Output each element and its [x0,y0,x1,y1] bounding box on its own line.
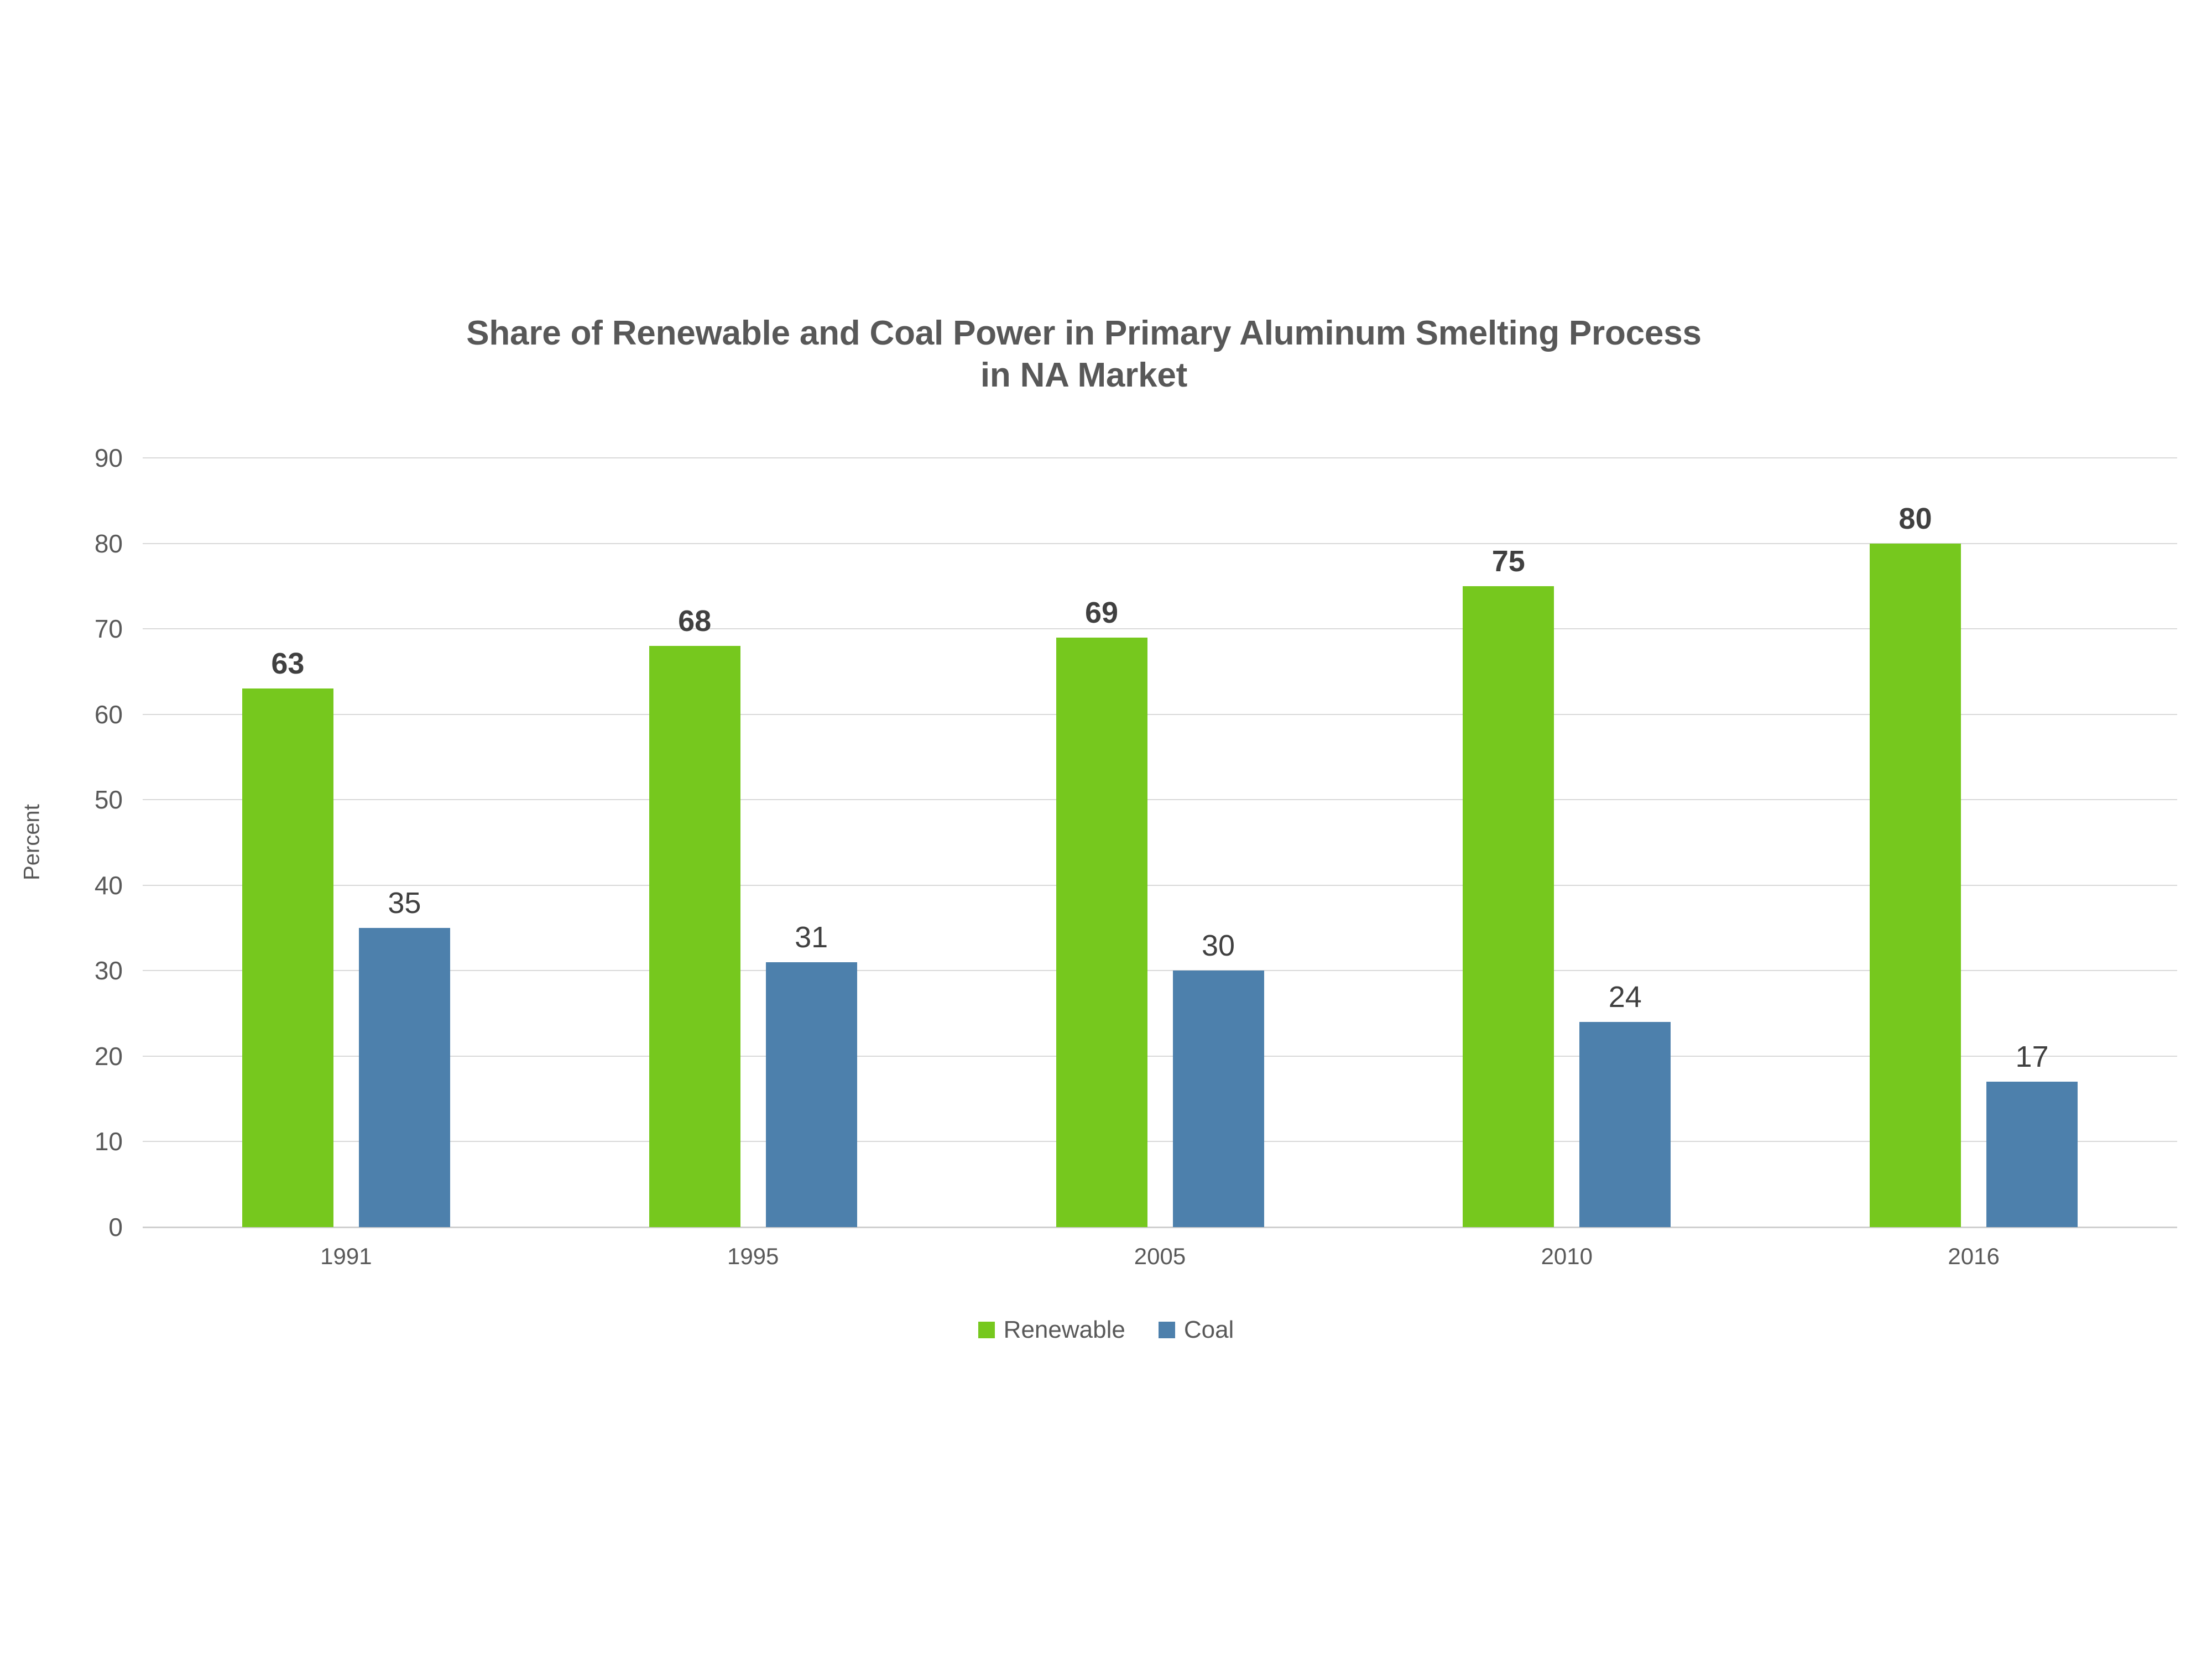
bar-value-label: 24 [1608,980,1642,1014]
legend-swatch-icon [1158,1322,1175,1338]
x-axis-category-1995: 1995 [727,1243,779,1269]
gridline [143,884,2177,886]
gridline [143,799,2177,801]
bar-coal-2005[interactable] [1172,971,1264,1227]
x-axis-category-2016: 2016 [1948,1243,2000,1269]
bar-renewable-1991[interactable] [242,688,333,1227]
chart-title-line-1: Share of Renewable and Coal Power in Pri… [466,314,1702,352]
bar-value-label: 75 [1491,544,1525,578]
bar-coal-2016[interactable] [1986,1082,2078,1227]
x-axis-category-2005: 2005 [1134,1243,1186,1269]
y-axis-tick-label: 50 [94,785,123,815]
bar-value-label: 80 [1898,502,1932,535]
y-axis-tick-label: 30 [94,956,123,985]
x-axis: 1991 1995 2005 2010 2016 [143,1243,2177,1282]
bar-renewable-2016[interactable] [1870,543,1961,1227]
x-axis-category-2010: 2010 [1541,1243,1593,1269]
bar-value-label: 30 [1201,929,1235,963]
gridline [143,1141,2177,1142]
bar-renewable-1995[interactable] [649,646,740,1227]
axis-baseline [143,1227,2177,1228]
legend-swatch-icon [978,1322,995,1338]
bar-renewable-2010[interactable] [1463,586,1554,1227]
y-axis-tick-label: 60 [94,700,123,729]
legend-label: Renewable [1003,1316,1125,1343]
gridline [143,628,2177,630]
gridline [143,542,2177,544]
y-axis-title: Percent [19,804,44,880]
plot-area: 63 35 68 31 69 30 75 24 80 17 [143,457,2177,1228]
legend-item-coal[interactable]: Coal [1158,1316,1234,1344]
y-axis: 90 80 70 60 50 40 30 20 10 0 [0,444,143,1241]
y-axis-tick-label: 10 [94,1127,123,1156]
y-axis-tick-label: 80 [94,529,123,558]
chart-title: Share of Renewable and Coal Power in Pri… [221,312,1947,396]
bar-coal-1991[interactable] [358,928,450,1227]
gridline [143,1055,2177,1057]
y-axis-tick-label: 40 [94,870,123,900]
bar-value-label: 31 [795,920,828,954]
y-axis-tick-label: 90 [94,444,123,472]
bar-value-label: 35 [388,886,421,920]
gridline [143,457,2177,458]
legend-label: Coal [1183,1316,1234,1343]
legend-item-renewable[interactable]: Renewable [978,1316,1125,1344]
y-axis-tick-label: 0 [108,1213,123,1241]
y-axis-tick-label: 70 [94,614,123,644]
gridline [143,713,2177,715]
chart-title-line-2: in NA Market [980,356,1188,394]
bar-value-label: 17 [2015,1040,2049,1074]
bar-coal-2010[interactable] [1579,1022,1671,1227]
bar-value-label: 63 [271,647,305,681]
bar-value-label: 69 [1084,596,1119,629]
bar-value-label: 68 [678,604,712,638]
y-axis-tick-label: 20 [94,1041,123,1071]
bar-renewable-2005[interactable] [1056,637,1147,1227]
chart-legend: Renewable Coal [0,1316,2212,1344]
x-axis-category-1991: 1991 [320,1243,372,1269]
bar-coal-1995[interactable] [765,962,857,1227]
gridline [143,970,2177,972]
